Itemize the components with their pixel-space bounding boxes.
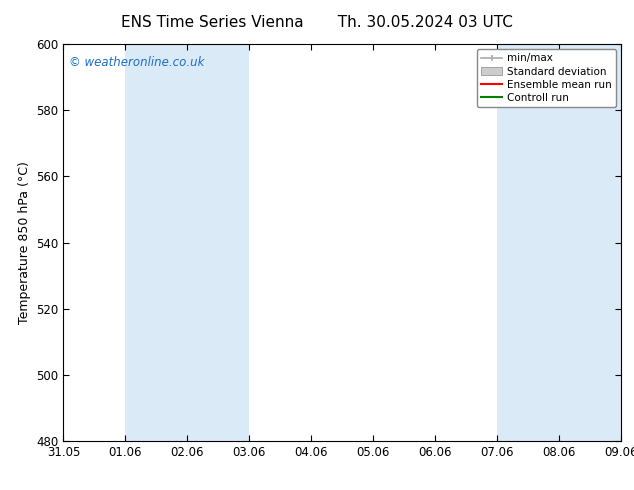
Legend: min/max, Standard deviation, Ensemble mean run, Controll run: min/max, Standard deviation, Ensemble me…	[477, 49, 616, 107]
Text: ENS Time Series Vienna       Th. 30.05.2024 03 UTC: ENS Time Series Vienna Th. 30.05.2024 03…	[121, 15, 513, 30]
Bar	[497, 44, 621, 441]
Bar	[126, 44, 249, 441]
Y-axis label: Temperature 850 hPa (°C): Temperature 850 hPa (°C)	[18, 161, 30, 324]
Text: © weatheronline.co.uk: © weatheronline.co.uk	[69, 56, 204, 69]
